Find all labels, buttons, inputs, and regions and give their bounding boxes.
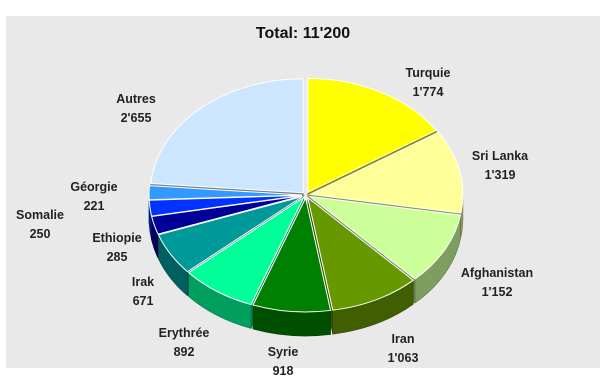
value-label: 285 [107,250,128,264]
data-label-sri-lanka: Sri Lanka 1'319 [472,149,529,182]
value-label: 250 [30,227,51,241]
pie-slice-g-orgie [148,185,303,201]
category-label: Erythrée [159,326,210,340]
value-label: 1'774 [413,85,444,99]
value-label: 671 [133,294,154,308]
data-label-somalie: Somalie 250 [16,208,64,241]
data-label-turquie: Turquie 1'774 [406,66,451,99]
value-label: 2'655 [121,111,152,125]
pie-tops [148,77,464,313]
category-label: Sri Lanka [472,149,529,163]
category-label: Somalie [16,208,64,222]
category-label: Géorgie [70,180,117,194]
value-label: 892 [174,345,195,359]
value-label: 1'152 [482,285,513,299]
category-label: Irak [132,275,154,289]
category-label: Autres [116,92,156,106]
category-label: Ethiopie [92,231,141,245]
value-label: 1'319 [485,168,516,182]
data-label-erythr-e: Erythrée 892 [159,326,210,359]
value-label: 221 [84,199,105,213]
data-label-g-orgie: Géorgie 221 [70,180,117,213]
value-label: 1'063 [388,351,419,365]
category-label: Afghanistan [461,266,533,280]
data-label-iran: Iran 1'063 [388,332,419,365]
category-label: Turquie [406,66,451,80]
category-label: Iran [392,332,415,346]
pie-slice-iran [306,196,415,311]
pie-slice-afghanistan [307,195,462,280]
data-label-syrie: Syrie 918 [268,345,299,378]
pie-slice-erythr-e [187,196,305,306]
chart-title: Total: 11'200 [256,25,350,42]
pie-slice-autres [150,78,304,194]
pie-slice-syrie [252,196,332,313]
data-label-autres: Autres 2'655 [116,92,156,125]
category-label: Syrie [268,345,299,359]
data-label-ethiopie: Ethiopie 285 [92,231,141,264]
pie-slice-turquie [307,77,438,194]
pie-labels: Turquie 1'774 Sri Lanka 1'319 Afghanistan 1'1… [16,66,533,378]
pie-slice-irak [157,196,303,273]
pie-slice-sri-lanka [308,131,464,214]
data-label-afghanistan: Afghanistan 1'152 [461,266,533,299]
data-label-irak: Irak 671 [132,275,154,308]
value-label: 918 [273,364,294,378]
